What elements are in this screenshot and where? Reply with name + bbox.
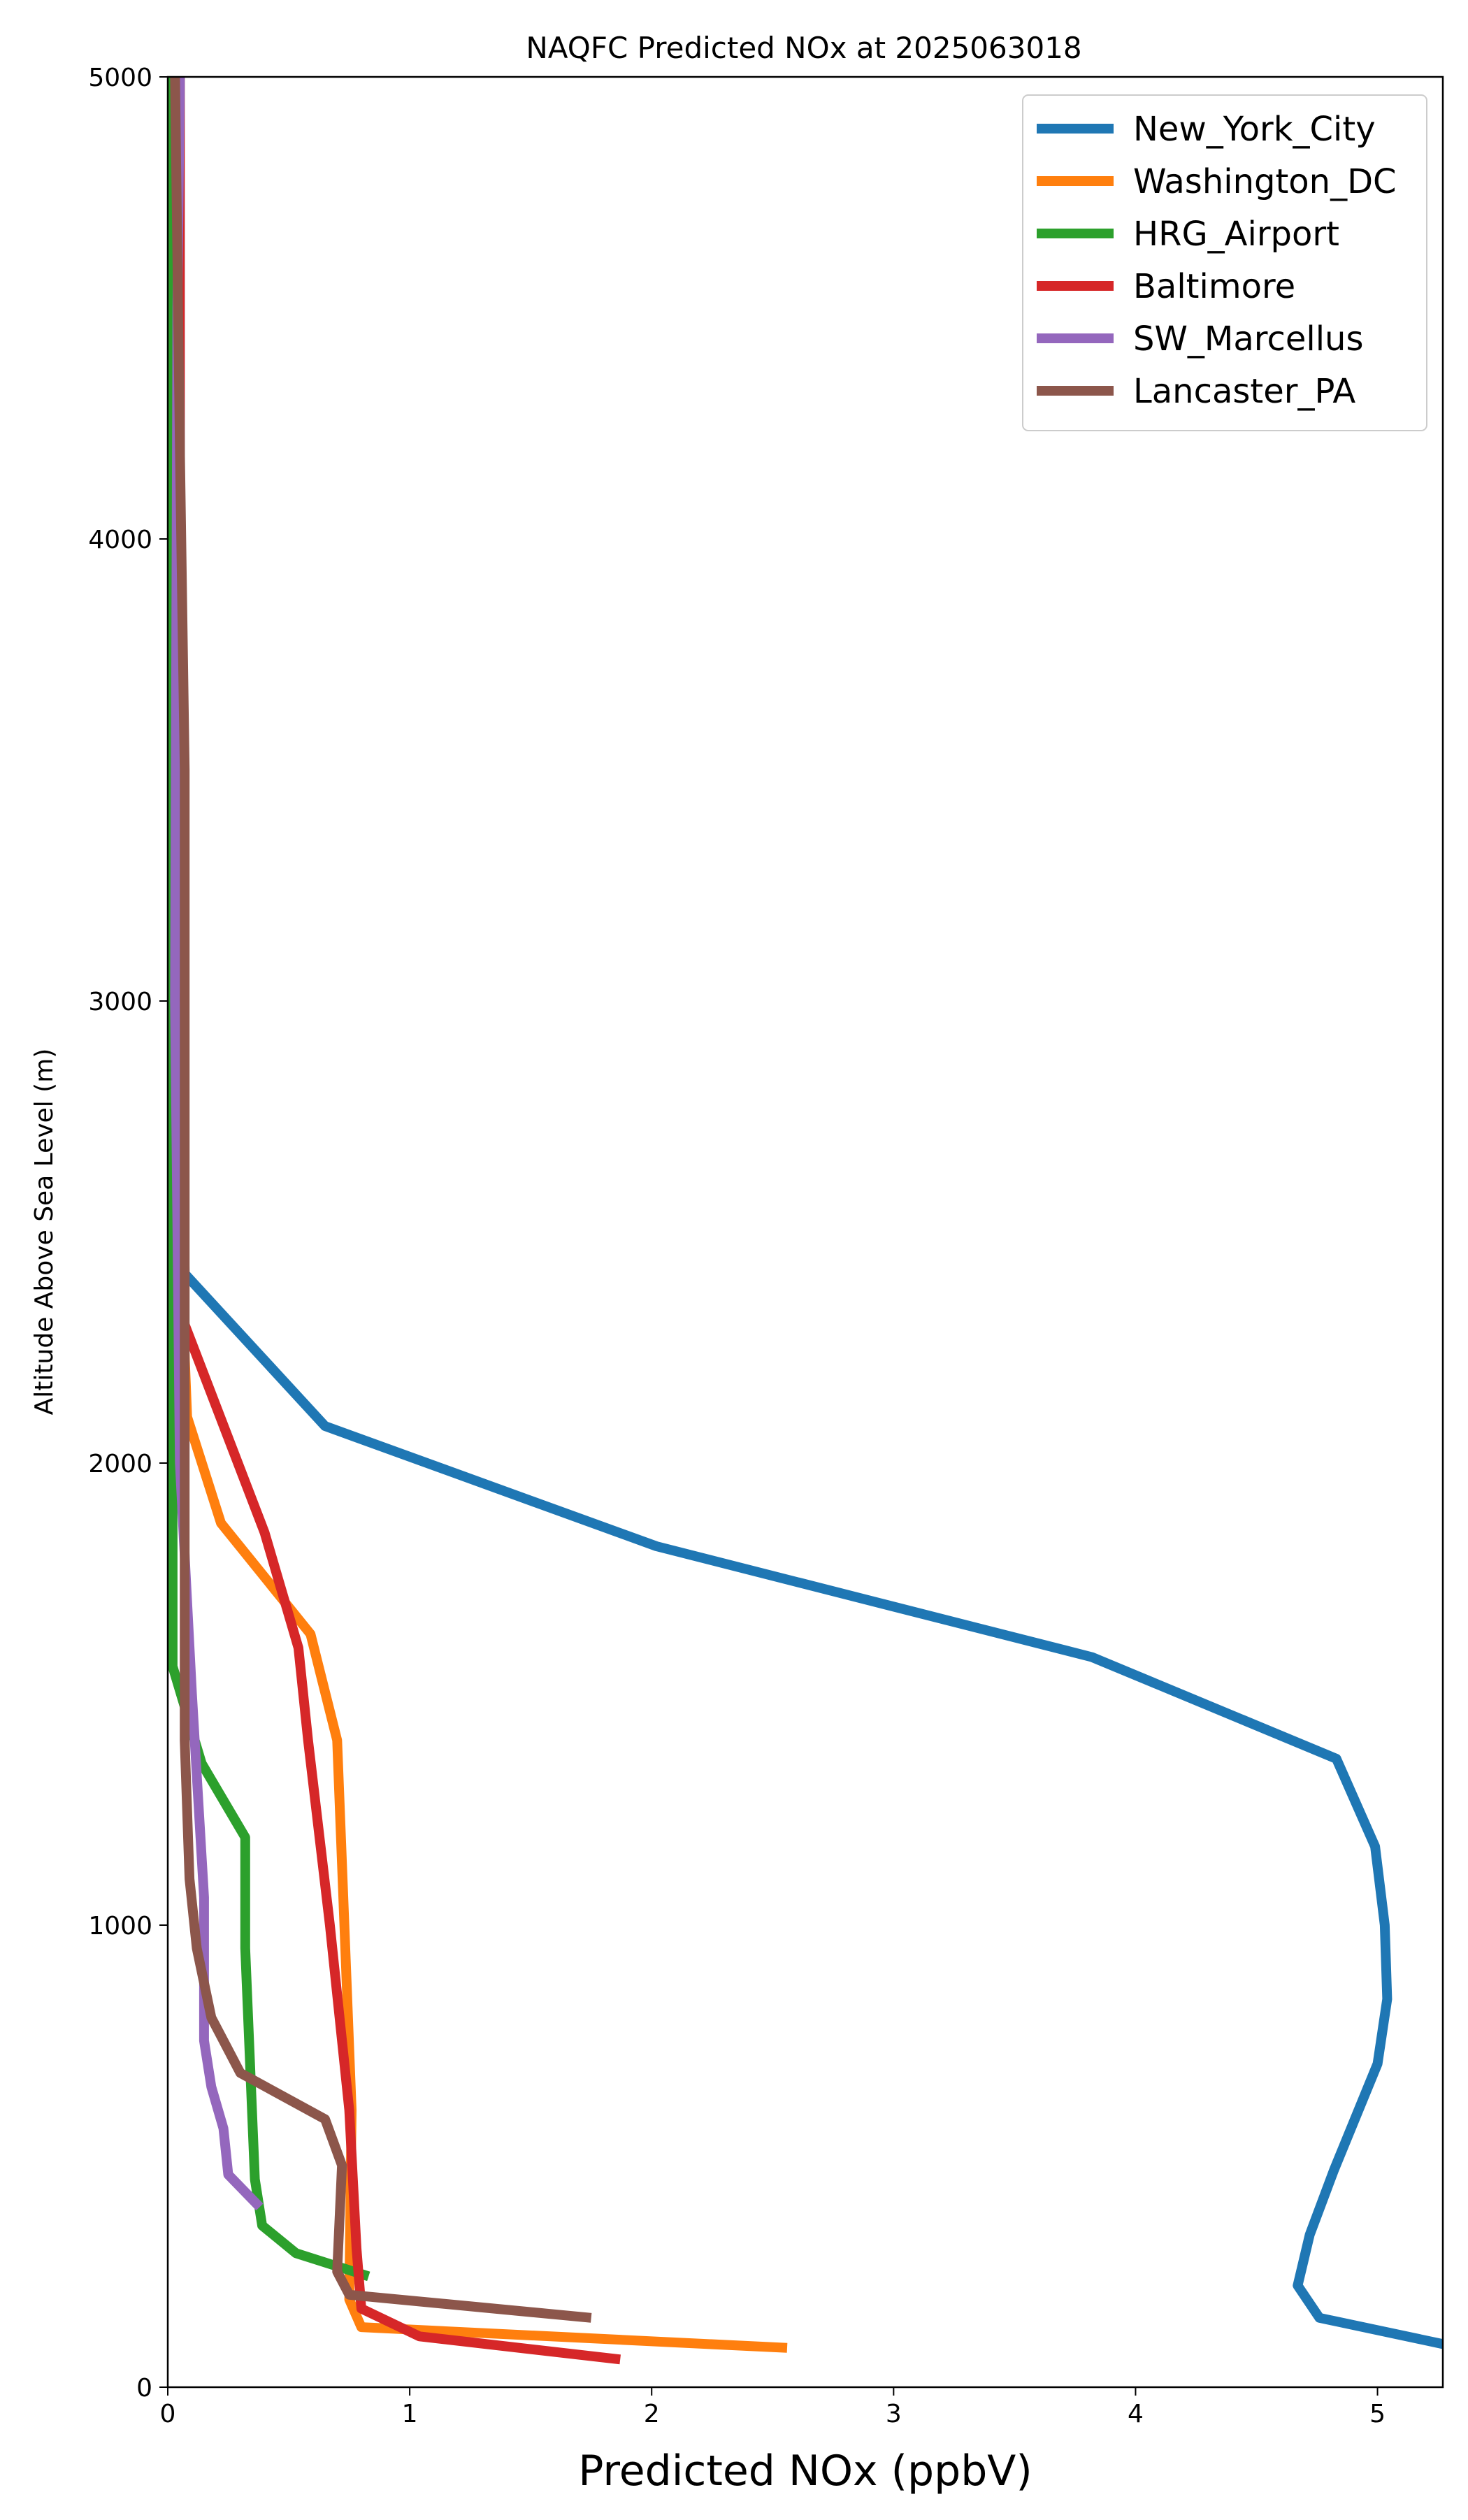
- chart-title: NAQFC Predicted NOx at 2025063018: [526, 31, 1081, 65]
- x-tick-label: 5: [1369, 2400, 1386, 2428]
- y-tick-label: 1000: [88, 1912, 152, 1941]
- y-axis: 0 1000 2000 3000 4000 5000: [88, 64, 168, 2403]
- legend-label-hrg-airport: HRG_Airport: [1133, 215, 1339, 254]
- x-axis: 0 1 2 3 4 5: [160, 2387, 1386, 2428]
- x-tick-label: 2: [644, 2400, 660, 2428]
- legend-label-lancaster-pa: Lancaster_PA: [1133, 372, 1355, 411]
- legend-label-new-york-city: New_York_City: [1133, 110, 1376, 149]
- legend-label-washington-dc: Washington_DC: [1133, 162, 1397, 201]
- series-line-sw-marcellus: [170, 77, 264, 2211]
- series-line-hrg-airport: [168, 77, 370, 2282]
- x-tick-label: 0: [160, 2400, 176, 2428]
- legend: New_York_City Washington_DC HRG_Airport Bal…: [1022, 94, 1427, 431]
- y-tick-label: 2000: [88, 1450, 152, 1478]
- x-tick-label: 3: [886, 2400, 902, 2428]
- series-line-lancaster-pa: [170, 77, 592, 2323]
- plot-frame: [166, 75, 1444, 2389]
- y-tick-label: 5000: [88, 64, 152, 92]
- series-line-new-york-city: [175, 77, 1443, 2349]
- legend-box: [1022, 94, 1427, 431]
- legend-label-baltimore: Baltimore: [1133, 267, 1295, 306]
- legend-label-sw-marcellus: SW_Marcellus: [1133, 319, 1363, 359]
- x-tick-label: 1: [402, 2400, 418, 2428]
- y-tick-label: 3000: [88, 988, 152, 1016]
- series-layer: [168, 77, 1443, 2365]
- plot-area: [168, 77, 1443, 2365]
- series-line-washington-dc: [172, 77, 788, 2353]
- x-tick-label: 4: [1128, 2400, 1144, 2428]
- x-axis-label: Predicted NOx (ppbV): [578, 2447, 1032, 2496]
- y-axis-label: Altitude Above Sea Level (m): [30, 1049, 59, 1416]
- y-tick-label: 4000: [88, 526, 152, 554]
- y-tick-label: 0: [136, 2374, 152, 2403]
